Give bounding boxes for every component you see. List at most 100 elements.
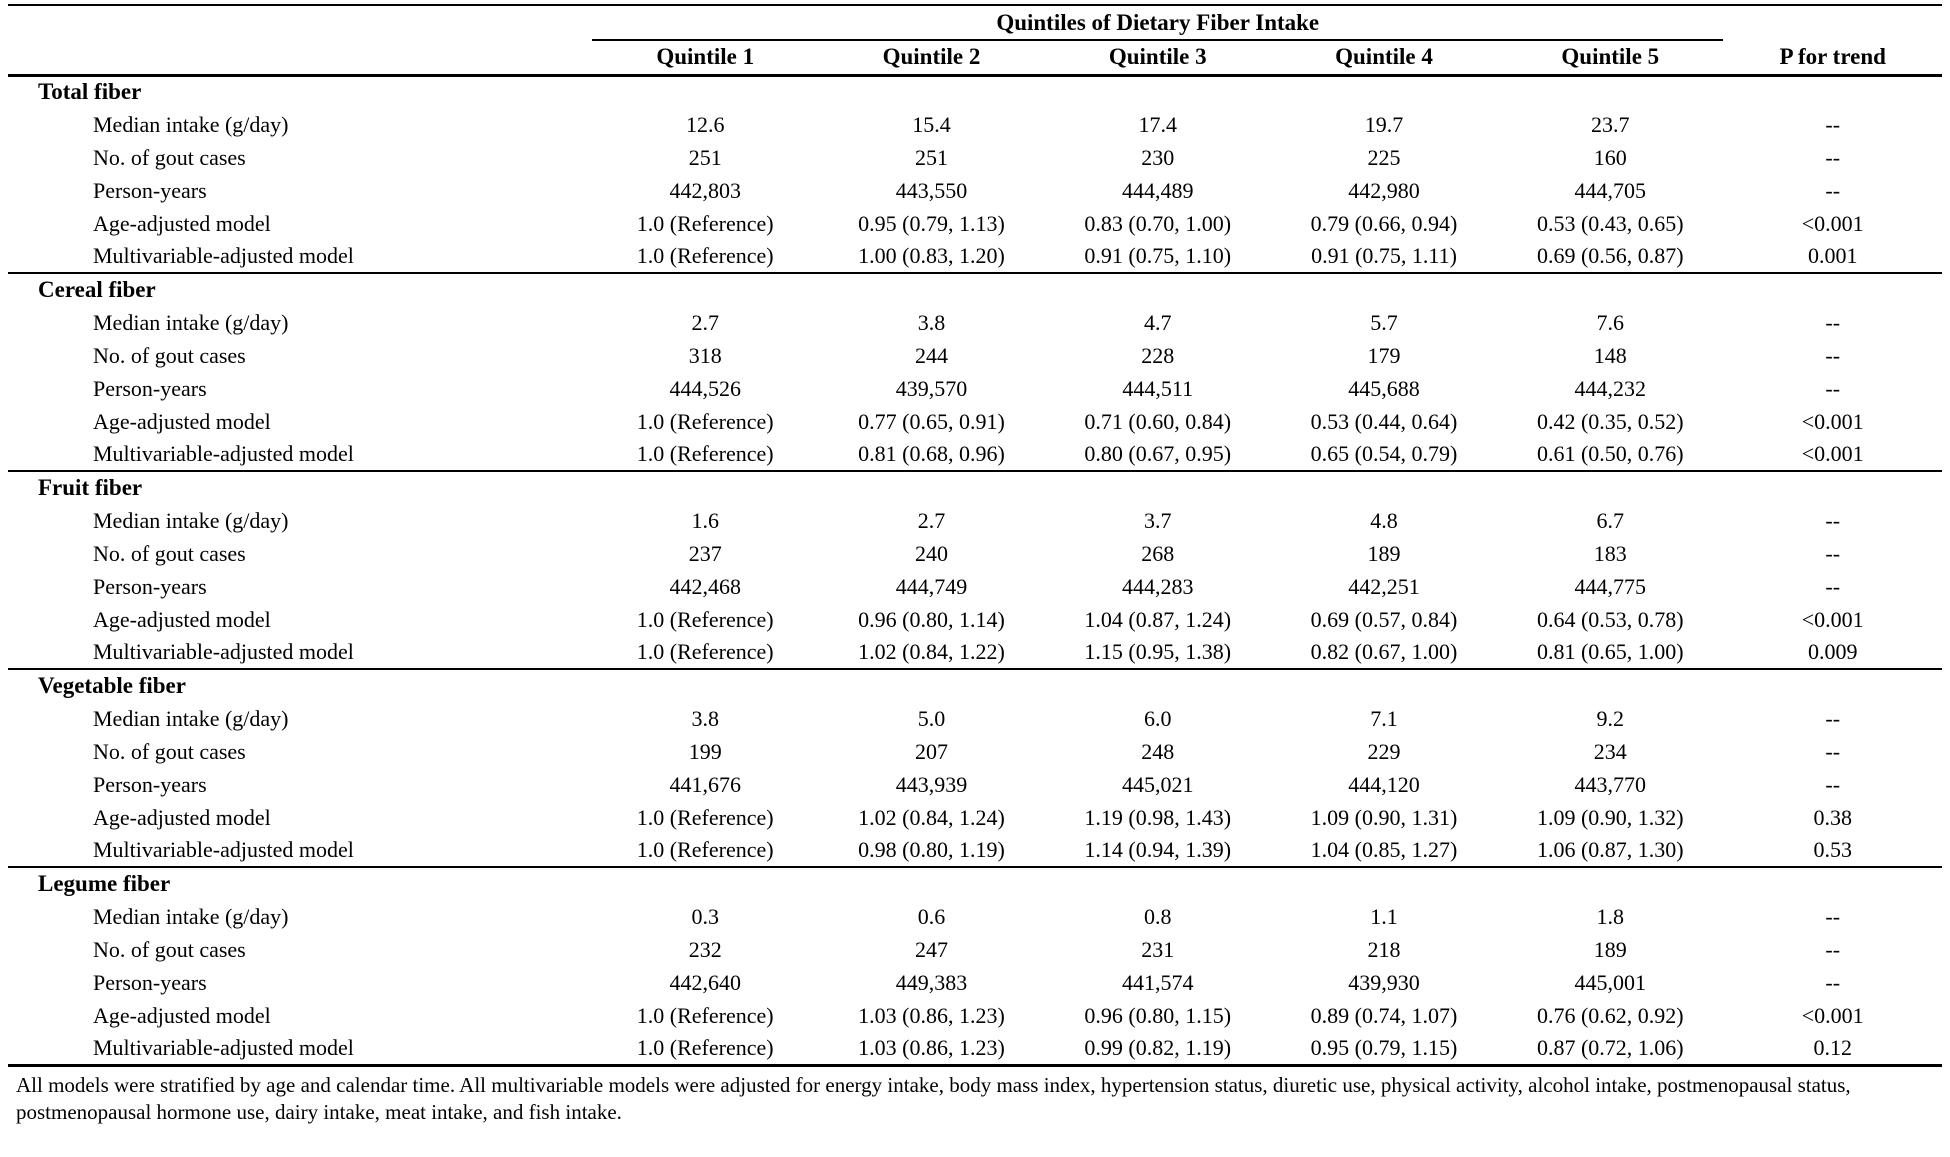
table-row: Median intake (g/day) 1.6 2.7 3.7 4.8 6.7 -- — [8, 504, 1942, 537]
value-cell: 445,688 — [1348, 375, 1420, 401]
row-label: Person-years — [93, 969, 207, 995]
table-row: Age-adjusted model 1.0 (Reference) 1.03 (0… — [8, 999, 1942, 1032]
value-cell: 0.69 (0.56, 0.87) — [1536, 243, 1684, 268]
value-cell: 0.61 (0.50, 0.76) — [1536, 441, 1684, 466]
value-cell: 3.7 — [1143, 507, 1172, 533]
row-label: Age-adjusted model — [93, 606, 271, 632]
value-cell: 444,232 — [1574, 375, 1647, 401]
value-cell: 7.1 — [1370, 705, 1398, 731]
row-label: Person-years — [93, 573, 207, 599]
value-cell: 244 — [914, 342, 948, 368]
value-cell: 6.0 — [1143, 705, 1172, 731]
value-cell: 0.91 (0.75, 1.11) — [1311, 243, 1457, 268]
value-cell: 445,021 — [1121, 771, 1194, 797]
value-cell: 7.6 — [1596, 309, 1625, 335]
value-cell: 1.0 (Reference) — [636, 1002, 774, 1028]
value-cell: 443,770 — [1574, 771, 1647, 797]
p-trend-cell: 0.009 — [1807, 639, 1858, 664]
p-trend-cell: -- — [1825, 738, 1841, 764]
section-title-row: Legume fiber — [8, 866, 1942, 900]
row-label: Age-adjusted model — [93, 408, 271, 434]
p-trend-cell: -- — [1825, 342, 1841, 368]
row-label: No. of gout cases — [93, 936, 246, 962]
value-cell: 183 — [1593, 540, 1627, 566]
section-title-row: Total fiber — [8, 75, 1942, 108]
value-cell: 207 — [914, 738, 948, 764]
value-cell: 1.0 (Reference) — [636, 804, 774, 830]
table-footnote: All models were stratified by age and ca… — [16, 1072, 1851, 1124]
value-cell: 230 — [1141, 144, 1175, 170]
row-label: Age-adjusted model — [93, 804, 271, 830]
value-cell: 442,803 — [669, 177, 741, 203]
p-trend-cell: -- — [1825, 573, 1841, 599]
row-label: Median intake (g/day) — [93, 111, 289, 137]
table-row: Median intake (g/day) 3.8 5.0 6.0 7.1 9.2 -- — [8, 702, 1942, 735]
value-cell: 0.89 (0.74, 1.07) — [1310, 1002, 1458, 1028]
value-cell: 444,526 — [669, 375, 741, 401]
table-container: Quintiles of Dietary Fiber Intake Quinti… — [8, 4, 1942, 1124]
table-row: Age-adjusted model 1.0 (Reference) 0.95 (0… — [8, 207, 1942, 240]
row-label: No. of gout cases — [93, 144, 246, 170]
value-cell: 0.80 (0.67, 0.95) — [1084, 441, 1232, 466]
col-header-quintile-4: Quintile 4 — [1270, 40, 1498, 77]
value-cell: 1.6 — [691, 507, 719, 533]
value-cell: 1.0 (Reference) — [636, 606, 774, 632]
value-cell: 240 — [914, 540, 948, 566]
value-cell: 229 — [1367, 738, 1401, 764]
value-cell: 1.0 (Reference) — [636, 1034, 774, 1060]
value-cell: 1.03 (0.86, 1.23) — [858, 1002, 1005, 1028]
value-cell: 0.95 (0.79, 1.15) — [1310, 1034, 1458, 1060]
value-cell: 247 — [914, 936, 948, 962]
row-label: Person-years — [93, 375, 207, 401]
p-trend-cell: -- — [1825, 540, 1841, 566]
value-cell: 0.95 (0.79, 1.13) — [858, 210, 1005, 236]
value-cell: 1.02 (0.84, 1.22) — [858, 639, 1005, 664]
section-title-row: Vegetable fiber — [8, 668, 1942, 702]
table-row: Median intake (g/day) 12.6 15.4 17.4 19.7 23.… — [8, 108, 1942, 141]
table-row: Multivariable-adjusted model 1.0 (Referen… — [8, 636, 1942, 669]
value-cell: 237 — [688, 540, 722, 566]
row-label: Age-adjusted model — [93, 1002, 271, 1028]
section-title: Fruit fiber — [8, 470, 1942, 504]
p-trend-cell: -- — [1825, 705, 1841, 731]
table-row: Age-adjusted model 1.0 (Reference) 0.96 (0… — [8, 603, 1942, 636]
section-title: Legume fiber — [8, 866, 1942, 900]
value-cell: 318 — [688, 342, 722, 368]
value-cell: 5.0 — [917, 705, 946, 731]
value-cell: 1.00 (0.83, 1.20) — [858, 243, 1005, 268]
value-cell: 1.19 (0.98, 1.43) — [1084, 804, 1232, 830]
value-cell: 0.69 (0.57, 0.84) — [1310, 606, 1458, 632]
spanner-header: Quintiles of Dietary Fiber Intake — [592, 5, 1724, 41]
value-cell: 234 — [1593, 738, 1627, 764]
row-label: Median intake (g/day) — [93, 903, 289, 929]
p-trend-cell: <0.001 — [1801, 1002, 1864, 1028]
value-cell: 189 — [1367, 540, 1401, 566]
value-cell: 0.71 (0.60, 0.84) — [1084, 408, 1232, 434]
value-cell: 5.7 — [1370, 309, 1398, 335]
row-label: Median intake (g/day) — [93, 309, 289, 335]
row-label: Multivariable-adjusted model — [93, 243, 354, 268]
value-cell: 441,574 — [1121, 969, 1194, 995]
p-trend-cell: <0.001 — [1801, 606, 1864, 632]
value-cell: 4.7 — [1143, 309, 1172, 335]
value-cell: 442,468 — [669, 573, 741, 599]
value-cell: 218 — [1367, 936, 1401, 962]
value-cell: 443,550 — [895, 177, 968, 203]
p-trend-cell: -- — [1825, 144, 1841, 170]
value-cell: 251 — [688, 144, 722, 170]
value-cell: 1.06 (0.87, 1.30) — [1536, 837, 1684, 862]
value-cell: 251 — [914, 144, 948, 170]
table-row: Person-years 442,468 444,749 444,283 442,251… — [8, 570, 1942, 603]
value-cell: 445,001 — [1574, 969, 1647, 995]
row-label: Multivariable-adjusted model — [93, 441, 354, 466]
value-cell: 17.4 — [1138, 111, 1177, 137]
value-cell: 1.14 (0.94, 1.39) — [1084, 837, 1232, 862]
value-cell: 0.83 (0.70, 1.00) — [1084, 210, 1232, 236]
table-row: Median intake (g/day) 2.7 3.8 4.7 5.7 7.6 -- — [8, 306, 1942, 339]
value-cell: 0.64 (0.53, 0.78) — [1536, 606, 1684, 632]
value-cell: 12.6 — [685, 111, 725, 137]
row-label: Median intake (g/day) — [93, 507, 289, 533]
row-label: Person-years — [93, 177, 207, 203]
section-title: Cereal fiber — [8, 272, 1942, 306]
row-label: Median intake (g/day) — [93, 705, 289, 731]
